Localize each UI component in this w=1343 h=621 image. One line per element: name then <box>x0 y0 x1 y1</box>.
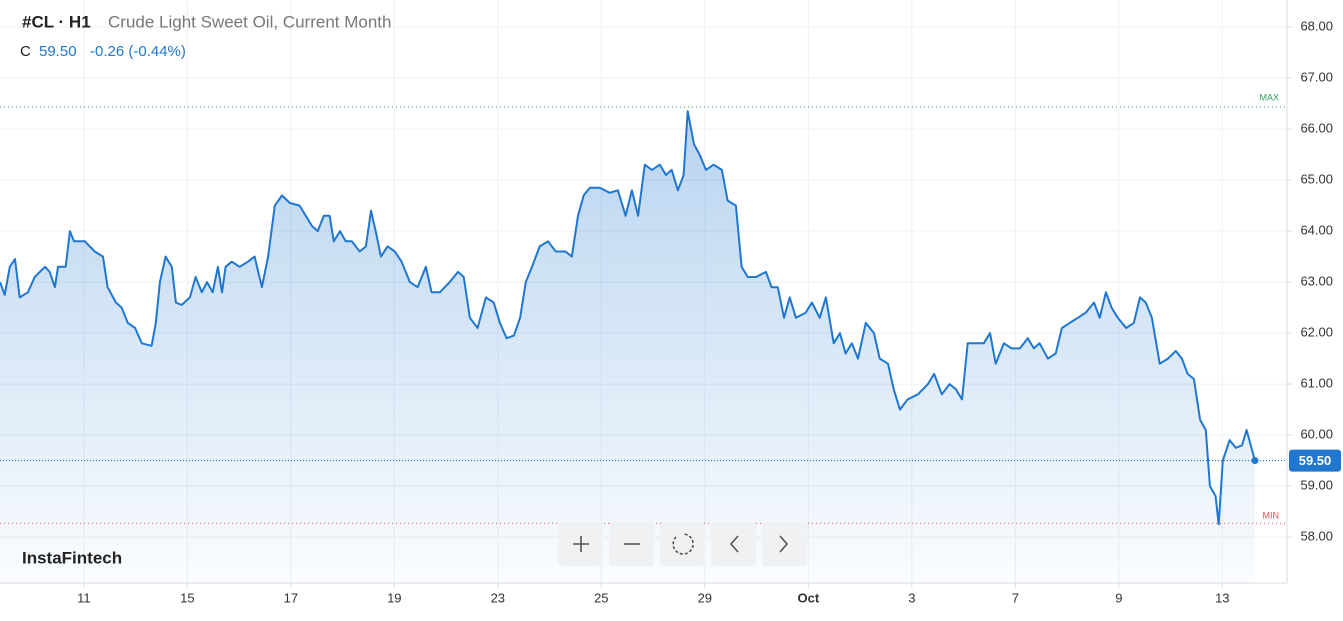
x-tick-label: 11 <box>77 590 91 605</box>
price-line <box>0 110 1256 526</box>
symbol: #CL · H1 <box>22 12 91 31</box>
x-tick-label: 15 <box>180 590 194 605</box>
y-tick-label: 62.00 <box>1300 325 1333 340</box>
x-tick-label: 3 <box>908 590 915 605</box>
y-tick-label: 68.00 <box>1300 18 1333 33</box>
last-point <box>1251 457 1259 465</box>
y-tick-label: 65.00 <box>1300 171 1333 186</box>
y-tick-label: 64.00 <box>1300 222 1333 237</box>
close-value: 59.50 <box>39 43 77 60</box>
x-tick-label: 7 <box>1012 590 1019 605</box>
y-tick-label: 67.00 <box>1300 69 1333 84</box>
reset-button[interactable] <box>660 522 705 566</box>
last-price-label: 59.50 <box>1299 453 1332 468</box>
close-label: C <box>20 43 31 60</box>
y-tick-label: 60.00 <box>1300 427 1333 442</box>
plus-icon <box>573 536 589 552</box>
y-tick-label: 63.00 <box>1300 274 1333 289</box>
brand: InstaFintech <box>22 548 122 567</box>
axes: 58.00 59.00 60.00 61.00 62.00 63.00 64.00 65.00… <box>77 18 1341 605</box>
instrument-name: Crude Light Sweet Oil, Current Month <box>108 12 391 31</box>
last-price-badge <box>1289 449 1341 472</box>
x-tick-label: 9 <box>1115 590 1122 605</box>
x-tick-label: 13 <box>1215 590 1229 605</box>
x-tick-label: 25 <box>594 590 608 605</box>
reset-icon <box>672 533 694 555</box>
x-tick-label: 23 <box>491 590 505 605</box>
area <box>0 111 1255 583</box>
x-tick-label: Oct <box>797 590 819 605</box>
left-icon <box>729 535 739 553</box>
y-tick-label: 59.00 <box>1300 478 1333 493</box>
right-icon <box>779 535 789 553</box>
y-tick-label: 58.00 <box>1300 529 1333 544</box>
x-tick-label: 17 <box>284 590 298 605</box>
scroll-left-button[interactable] <box>711 522 756 566</box>
x-tick-label: 19 <box>387 590 401 605</box>
y-tick-label: 61.00 <box>1300 376 1333 391</box>
x-tick-label: 29 <box>698 590 712 605</box>
plot: MAX MIN <box>0 92 1287 583</box>
max-level-label: MAX <box>1259 92 1279 102</box>
scroll-right-button[interactable] <box>762 522 807 566</box>
y-tick-label: 66.00 <box>1300 120 1333 135</box>
change: -0.26 (-0.44%) <box>90 43 186 60</box>
zoom-controls <box>558 522 807 566</box>
min-level-label: MIN <box>1263 511 1280 521</box>
